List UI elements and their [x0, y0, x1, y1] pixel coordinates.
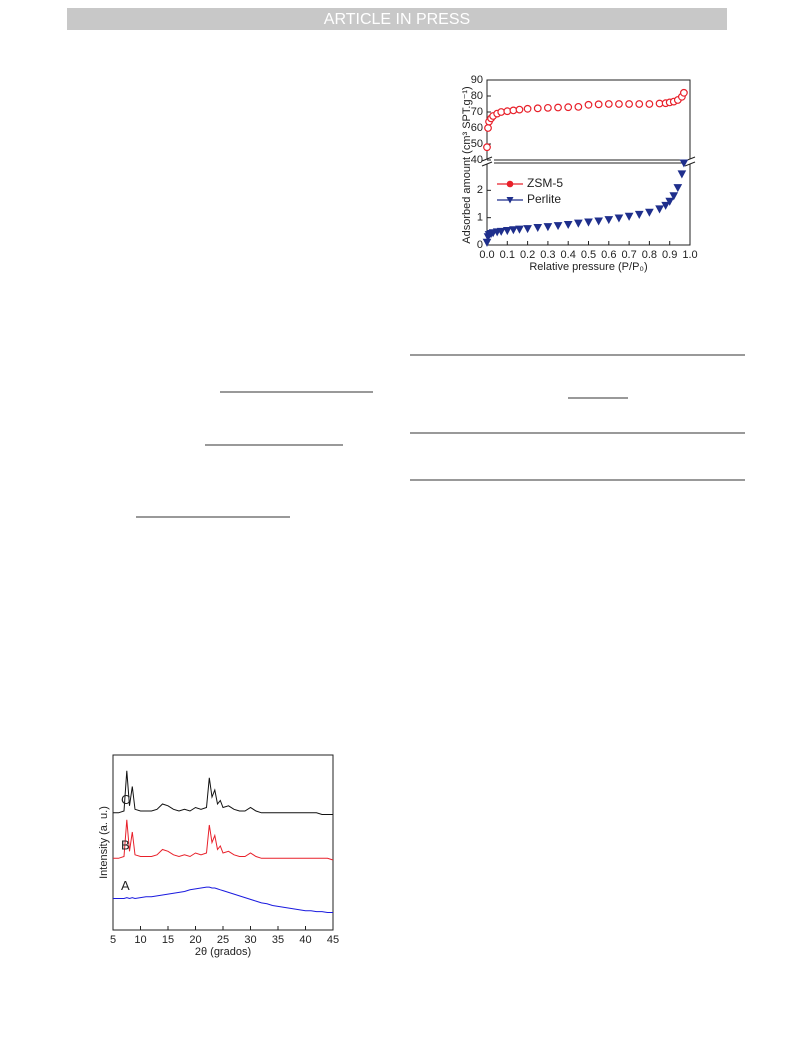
marker: [523, 225, 532, 234]
x-tick-label: 40: [299, 934, 311, 946]
x-axis-label: 2θ (grados): [195, 946, 251, 958]
marker: [584, 100, 593, 109]
legend-label: Perlite: [527, 192, 561, 206]
header-bar: [67, 8, 727, 30]
x-tick-label: 30: [244, 934, 256, 946]
plot-frame: [112, 754, 334, 931]
marker: [515, 105, 524, 114]
y-tick-label: 60: [471, 122, 483, 134]
break-gap: [683, 159, 697, 164]
marker: [680, 88, 688, 97]
marker: [553, 222, 563, 231]
y-tick-label: 40: [471, 154, 483, 166]
rules: [136, 354, 745, 518]
x-tick-label: 0.2: [520, 249, 535, 261]
x-tick-label: 0.9: [662, 249, 677, 261]
y-tick-label: 80: [471, 90, 483, 102]
x-tick-label: 10: [134, 934, 146, 946]
marker: [635, 100, 644, 108]
y-tick-label: 70: [471, 106, 483, 118]
break-gap: [480, 159, 494, 164]
legend-marker: [506, 197, 514, 204]
x-tick-label: 0.5: [581, 249, 596, 261]
x-tick-label: 0.7: [621, 249, 636, 261]
series-label: C: [121, 792, 130, 807]
marker: [665, 197, 675, 206]
x-tick-label: 1.0: [682, 249, 697, 261]
marker: [502, 227, 512, 236]
marker: [594, 217, 603, 226]
series-line: [113, 819, 334, 861]
marker: [554, 103, 562, 112]
y-tick-label: 90: [471, 74, 483, 86]
axis-break: [480, 156, 697, 167]
marker: [673, 184, 683, 193]
marker: [523, 104, 532, 113]
x-tick-label: 25: [217, 934, 229, 946]
series-label: B: [121, 838, 130, 853]
x-tick-label: 0.0: [479, 249, 494, 261]
marker: [624, 212, 634, 221]
marker: [661, 201, 670, 210]
marker: [509, 226, 518, 235]
x-tick-label: 45: [327, 934, 339, 946]
x-tick-label: 0.8: [642, 249, 657, 261]
plot-frame: [486, 79, 691, 161]
marker: [574, 219, 583, 228]
marker: [533, 224, 543, 233]
marker: [483, 143, 491, 152]
marker: [634, 210, 644, 219]
series-line: [113, 886, 333, 913]
marker: [645, 208, 654, 217]
marker: [515, 225, 524, 234]
x-tick-label: 0.1: [500, 249, 515, 261]
plot-frame: [486, 162, 691, 246]
x-axis-label: Relative pressure (P/P₀): [529, 261, 647, 273]
marker: [594, 100, 603, 109]
marker: [544, 103, 552, 112]
marker: [655, 205, 664, 214]
marker: [614, 214, 624, 223]
x-tick-label: 5: [110, 934, 116, 946]
y-tick-label: 2: [477, 184, 483, 196]
series-line: [113, 770, 333, 815]
header-text: ARTICLE IN PRESS: [324, 11, 470, 28]
marker: [574, 102, 583, 111]
series-label: A: [121, 878, 130, 893]
legend-marker: [506, 180, 514, 188]
y-axis-label: Intensity (a. u.): [98, 806, 110, 879]
x-tick-label: 20: [189, 934, 201, 946]
legend-label: ZSM-5: [527, 176, 563, 190]
marker: [496, 227, 506, 236]
marker: [604, 100, 613, 108]
marker: [645, 100, 654, 108]
x-tick-label: 0.4: [561, 249, 576, 261]
marker: [625, 100, 633, 108]
y-tick-label: 1: [477, 212, 483, 224]
x-tick-label: 0.3: [540, 249, 555, 261]
y-axis-label: Adsorbed amount (cm³ SPT.g⁻¹): [461, 86, 473, 243]
marker: [563, 221, 573, 230]
x-tick-label: 35: [272, 934, 284, 946]
y-tick-label: 0: [477, 239, 483, 251]
break-mark: [481, 161, 493, 167]
marker: [669, 192, 679, 201]
marker: [679, 159, 689, 168]
x-tick-label: 0.6: [601, 249, 616, 261]
marker: [564, 103, 573, 112]
marker: [533, 104, 542, 113]
break-mark: [481, 156, 493, 162]
x-tick-label: 15: [162, 934, 174, 946]
marker: [484, 124, 492, 132]
marker: [604, 216, 614, 225]
marker: [543, 223, 553, 232]
marker: [615, 100, 623, 108]
break-mark: [684, 161, 696, 167]
marker: [677, 170, 687, 179]
marker: [584, 218, 593, 227]
y-tick-label: 50: [471, 138, 483, 150]
